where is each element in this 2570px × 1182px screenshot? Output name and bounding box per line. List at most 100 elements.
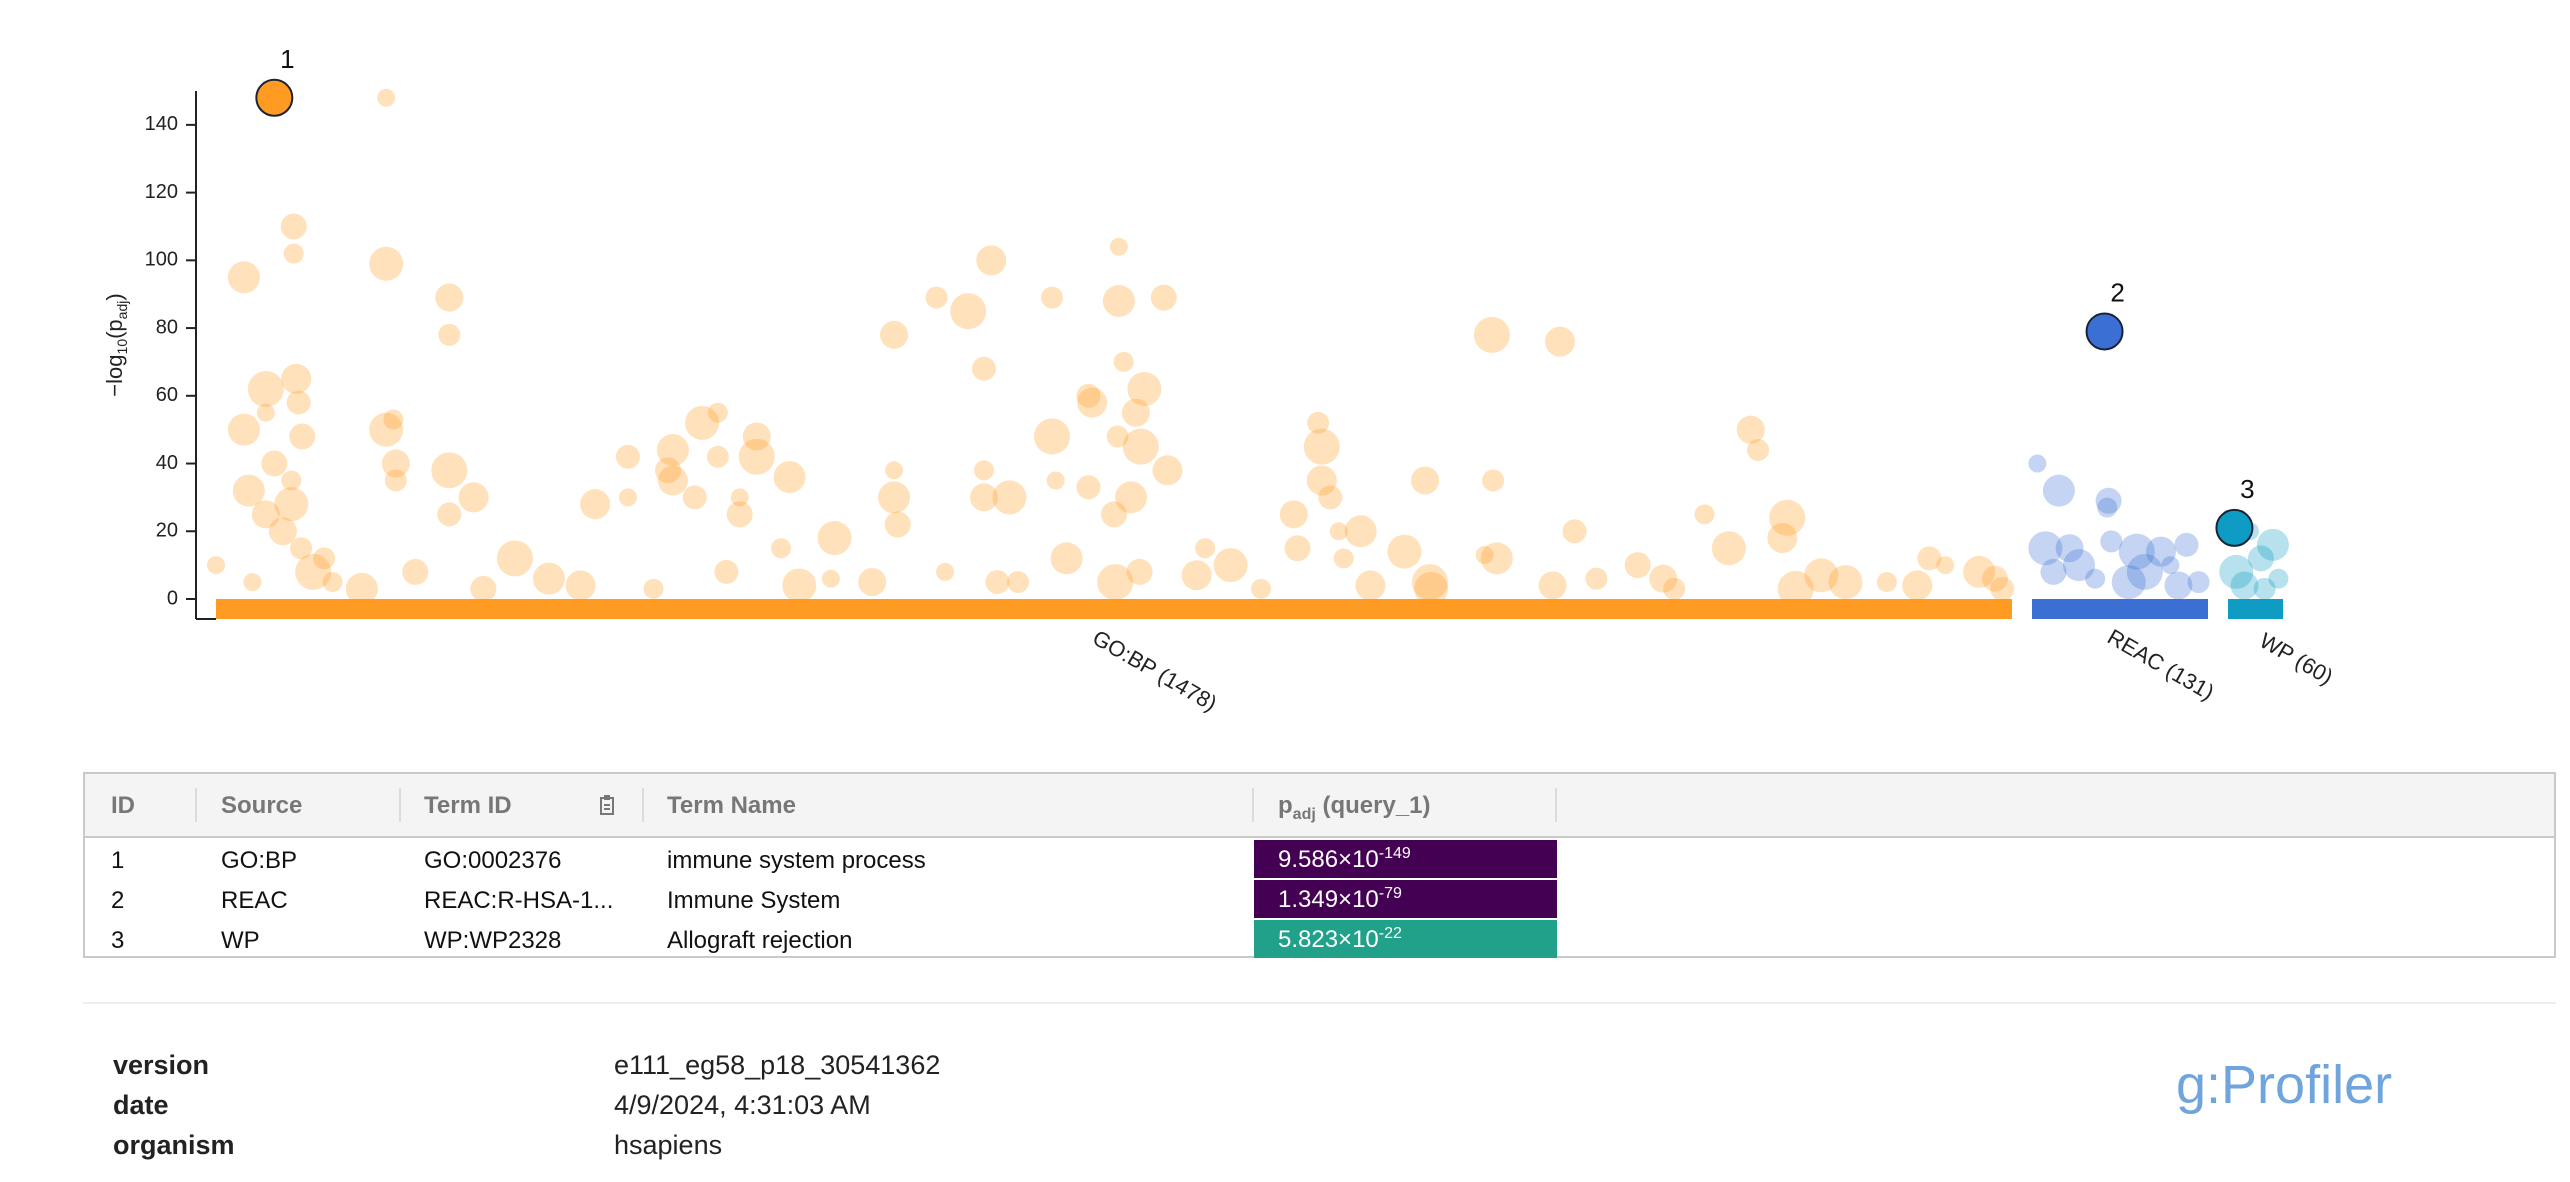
term-point xyxy=(2028,531,2063,566)
term-point xyxy=(730,488,749,507)
term-point xyxy=(771,538,792,559)
term-point xyxy=(1115,481,1148,514)
term-point xyxy=(2219,554,2254,589)
table-cell: WP:WP2328 xyxy=(424,927,562,954)
term-point xyxy=(2248,545,2274,572)
term-point xyxy=(1106,425,1129,448)
term-point xyxy=(2145,536,2176,567)
table-row[interactable]: 1 GO:BP GO:0002376 immune system process 9.5… xyxy=(85,840,2554,880)
term-point xyxy=(431,452,468,489)
highlight-label: 2 xyxy=(2110,277,2124,307)
term-point xyxy=(227,261,260,294)
term-point xyxy=(232,474,265,507)
term-point xyxy=(2111,565,2146,600)
term-point xyxy=(2174,532,2199,557)
term-point xyxy=(281,363,312,394)
term-point xyxy=(1649,564,1678,593)
header-separator xyxy=(1555,788,1557,822)
term-point xyxy=(1109,237,1128,256)
padj-mantissa: 1.349×10 xyxy=(1278,886,1379,913)
term-point xyxy=(655,457,682,484)
term-point xyxy=(1126,558,1153,585)
term-point xyxy=(1318,485,1343,510)
table-cell: immune system process xyxy=(667,847,926,874)
term-point xyxy=(435,283,464,312)
highlight-point[interactable] xyxy=(2215,508,2254,547)
term-point xyxy=(773,461,806,494)
padj-mantissa: 5.823×10 xyxy=(1278,926,1379,953)
term-point xyxy=(1101,501,1127,528)
term-point xyxy=(742,422,771,451)
term-point xyxy=(1284,535,1311,562)
meta-value: 4/9/2024, 4:31:03 AM xyxy=(614,1090,871,1120)
term-point xyxy=(1050,542,1083,575)
term-point xyxy=(1152,455,1183,486)
term-point xyxy=(1562,519,1587,544)
term-point xyxy=(280,213,307,240)
term-point xyxy=(1195,538,1216,559)
term-point xyxy=(1181,560,1212,591)
term-point xyxy=(714,559,739,584)
meta-value: e111_eg58_p18_30541362 xyxy=(614,1050,941,1080)
term-point xyxy=(243,573,262,592)
header-separator xyxy=(642,788,644,822)
term-point xyxy=(2040,558,2067,585)
table-cell: 3 xyxy=(111,927,125,954)
term-point xyxy=(345,572,378,605)
term-point xyxy=(884,511,911,538)
highlight-point[interactable] xyxy=(255,78,294,117)
term-point xyxy=(1624,552,1651,579)
y-label-part: −log xyxy=(102,354,127,396)
term-point xyxy=(885,461,904,480)
term-point xyxy=(1769,499,1806,536)
term-point xyxy=(1585,567,1608,590)
term-point xyxy=(438,323,461,346)
header-cell: Source xyxy=(221,792,303,819)
term-point xyxy=(2085,568,2106,589)
term-point xyxy=(1876,572,1897,593)
term-point xyxy=(437,502,462,527)
term-point xyxy=(1329,522,1348,541)
term-point xyxy=(251,500,280,529)
term-point xyxy=(2230,571,2259,600)
y-tick-label: 80 xyxy=(156,316,178,338)
padj-cell: 5.823×10-22 xyxy=(1254,920,1557,958)
padj-header-sub: adj xyxy=(1292,805,1316,823)
term-point xyxy=(1414,571,1449,606)
term-point xyxy=(2126,553,2163,590)
table-cell: WP xyxy=(221,927,260,954)
table-header: ID Source Term ID Term Name padj (query_… xyxy=(85,774,2554,838)
header-cell: Term ID xyxy=(424,792,512,819)
table-cell: Immune System xyxy=(667,887,841,914)
table-row[interactable]: 3 WP WP:WP2328 Allograft rejection 5.823×10-… xyxy=(85,920,2554,960)
y-tick-label: 120 xyxy=(145,181,178,203)
y-label-part: (p xyxy=(102,319,127,339)
header-cell: padj (query_1) xyxy=(1278,792,1431,824)
term-point xyxy=(2187,571,2210,594)
highlight-point[interactable] xyxy=(2085,312,2124,351)
term-point xyxy=(532,562,565,595)
meta-key: version xyxy=(113,1050,210,1080)
term-point xyxy=(1981,565,2008,592)
term-point xyxy=(2253,577,2276,600)
term-point xyxy=(458,482,489,513)
table-cell: GO:0002376 xyxy=(424,847,562,874)
term-point xyxy=(256,403,275,422)
term-point xyxy=(2118,533,2155,570)
term-point xyxy=(1936,556,1955,575)
term-point xyxy=(381,449,410,478)
copy-icon[interactable] xyxy=(595,794,619,818)
term-point xyxy=(313,547,336,570)
term-point xyxy=(1251,578,1272,599)
y-tick-label: 140 xyxy=(145,113,178,135)
padj-exponent: -22 xyxy=(1378,925,1402,942)
term-point xyxy=(1344,515,1377,548)
meta-key: organism xyxy=(113,1130,235,1160)
term-point xyxy=(656,433,689,466)
table-row[interactable]: 2 REAC REAC:R-HSA-1... Immune System 1.349×1… xyxy=(85,880,2554,920)
term-point xyxy=(1102,284,1135,317)
term-point xyxy=(1663,577,1686,600)
meta-value: hsapiens xyxy=(614,1130,723,1160)
term-point xyxy=(618,488,637,507)
